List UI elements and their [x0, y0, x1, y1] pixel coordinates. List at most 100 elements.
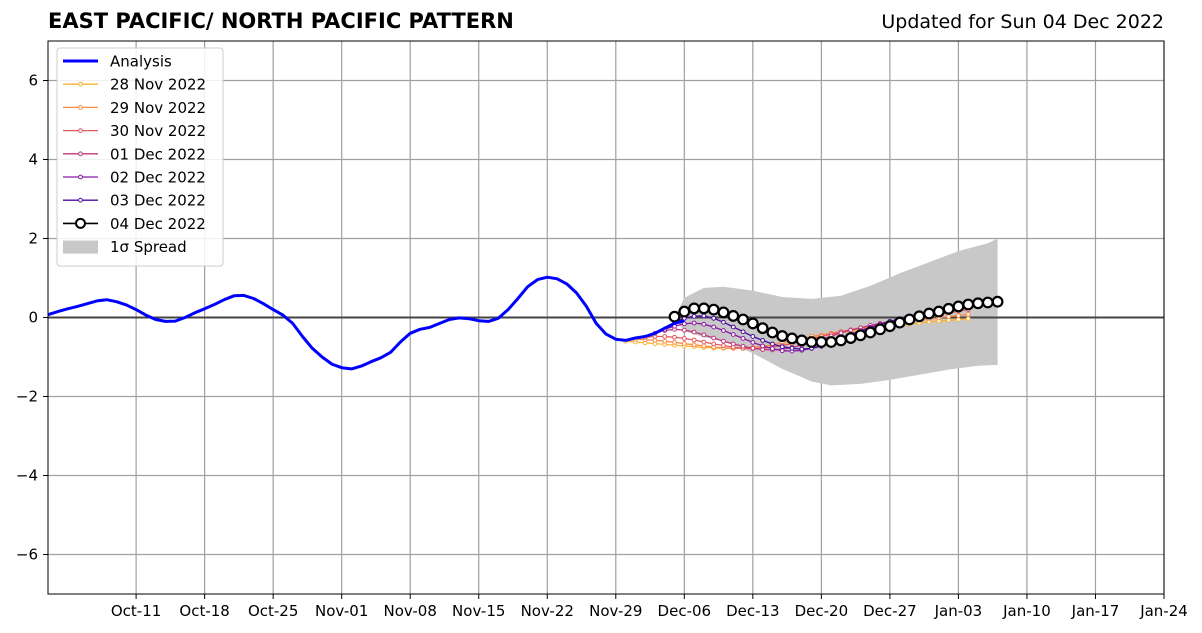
data-point [711, 324, 717, 330]
x-tick-label: Nov-22 [521, 602, 574, 620]
legend-label: 02 Dec 2022 [110, 169, 206, 187]
y-tick-label: 0 [28, 309, 38, 327]
data-point [688, 302, 701, 315]
legend-label: 03 Dec 2022 [110, 192, 206, 210]
data-point [864, 326, 877, 339]
x-tick-label: Oct-11 [111, 602, 161, 620]
data-point [972, 297, 984, 310]
analysis-line [47, 275, 685, 371]
data-point [717, 306, 730, 319]
data-point [701, 339, 707, 345]
y-tick-label: 4 [28, 151, 38, 169]
data-point [737, 313, 749, 326]
x-tick-label: Nov-01 [315, 602, 368, 620]
legend-marker [78, 105, 83, 110]
legend-item: 01 Dec 2022 [63, 145, 206, 163]
legend-label: 04 Dec 2022 [110, 215, 206, 233]
data-point [707, 303, 720, 316]
data-point [672, 339, 677, 345]
data-point [740, 329, 746, 335]
data-point [730, 341, 736, 347]
data-point [776, 330, 789, 342]
x-tick-label: Oct-18 [179, 602, 229, 620]
legend-marker [75, 217, 86, 229]
data-point [956, 317, 961, 322]
data-point [740, 343, 746, 349]
data-point [691, 337, 697, 343]
data-point [668, 310, 681, 323]
data-point [786, 332, 798, 345]
data-point [721, 319, 726, 325]
data-point [805, 336, 818, 348]
series-04-dec-2022 [668, 295, 1004, 348]
data-point [854, 329, 867, 342]
data-point [672, 334, 677, 340]
data-point [835, 334, 847, 347]
data-point [691, 342, 697, 348]
legend-label: 29 Nov 2022 [110, 99, 206, 117]
data-point [844, 332, 857, 344]
data-point [730, 324, 736, 330]
data-point [883, 320, 896, 333]
legend-item: 29 Nov 2022 [63, 99, 206, 117]
data-point [795, 334, 808, 347]
legend-item: 1σ Spread [63, 238, 187, 256]
x-tick-label: Dec-06 [658, 602, 712, 620]
data-point [711, 341, 717, 347]
data-point [965, 316, 971, 322]
chart-title: EAST PACIFIC/ NORTH PACIFIC PATTERN [48, 9, 514, 33]
x-tick-label: Jan-17 [1071, 602, 1120, 620]
data-point [721, 343, 726, 348]
data-point [923, 307, 935, 320]
data-point [691, 329, 697, 335]
data-point [662, 334, 668, 339]
data-point [681, 336, 687, 341]
axis-layer: Oct-11 Oct-18 Oct-25 Nov-01 Nov-08 Nov-15 Nov-… [16, 72, 1188, 621]
legend-item: 04 Dec 2022 [63, 215, 206, 233]
data-point [779, 348, 785, 354]
legend-label: Analysis [110, 53, 172, 71]
legend-marker [78, 197, 83, 203]
data-point [770, 341, 775, 347]
x-tick-label: Nov-29 [589, 602, 642, 620]
data-point [681, 327, 687, 333]
data-point [848, 327, 854, 333]
data-point [903, 313, 916, 326]
data-point [956, 313, 961, 318]
chart-subtitle: Updated for Sun 04 Dec 2022 [881, 11, 1164, 33]
data-point [932, 305, 945, 318]
data-point [701, 321, 707, 327]
data-point [691, 320, 697, 326]
data-point [662, 338, 668, 344]
data-point [815, 336, 828, 348]
data-point [991, 295, 1004, 308]
legend-label: 01 Dec 2022 [110, 145, 206, 163]
data-point [838, 330, 844, 336]
x-tick-label: Dec-13 [726, 602, 780, 620]
data-point [721, 338, 726, 344]
data-point [962, 298, 975, 311]
data-point [766, 326, 779, 339]
data-point [701, 343, 707, 349]
data-point [681, 341, 687, 346]
data-point [760, 338, 766, 343]
data-point [779, 344, 785, 350]
legend-marker [78, 128, 83, 134]
data-point [697, 302, 710, 315]
legend-label: 30 Nov 2022 [110, 122, 206, 140]
x-tick-label: Jan-10 [1002, 602, 1051, 620]
legend-item: 02 Dec 2022 [63, 169, 206, 187]
data-point [952, 300, 965, 313]
data-point [711, 315, 717, 321]
legend: Analysis 28 Nov 2022 29 Nov 2022 30 Nov 202… [56, 47, 224, 267]
data-point [789, 345, 795, 351]
data-point [701, 332, 707, 338]
data-point [760, 343, 766, 349]
y-tick-label: 6 [28, 72, 38, 90]
data-point [770, 346, 775, 352]
data-point [965, 311, 971, 317]
legend-marker [78, 174, 83, 180]
series-layer [47, 275, 1004, 371]
legend-item: 28 Nov 2022 [63, 76, 206, 94]
x-tick-label: Nov-15 [452, 602, 505, 620]
